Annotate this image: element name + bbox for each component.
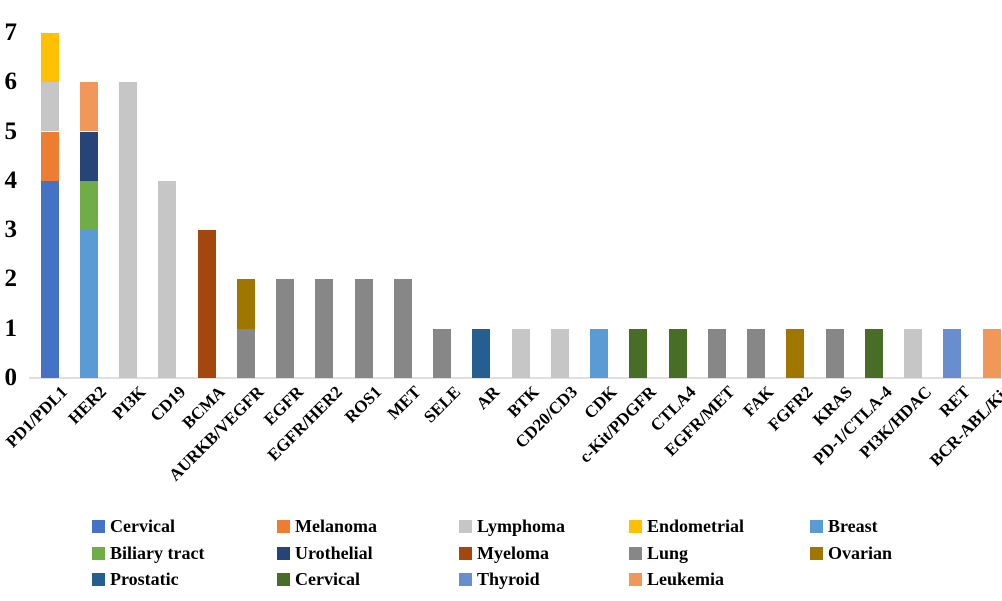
bar-segment bbox=[904, 328, 922, 378]
legend-item: Biliary tract bbox=[92, 543, 204, 563]
legend-color-swatch-icon bbox=[92, 519, 105, 533]
bar-segment bbox=[825, 328, 844, 378]
bar-segment bbox=[40, 32, 59, 83]
legend-color-swatch-icon bbox=[810, 546, 823, 560]
y-axis-tick-label: 2 bbox=[4, 265, 18, 293]
bar-segment bbox=[79, 230, 98, 378]
bar-segment bbox=[354, 279, 373, 378]
bar-segment bbox=[864, 328, 883, 378]
legend-label: Lymphoma bbox=[477, 516, 566, 536]
y-axis-tick-label: 4 bbox=[4, 166, 18, 194]
legend-label: Melanoma bbox=[295, 516, 377, 536]
legend-color-swatch-icon bbox=[810, 519, 823, 533]
bar-segment bbox=[943, 328, 962, 378]
legend-item: Prostatic bbox=[92, 569, 179, 589]
y-axis-tick-label: 7 bbox=[4, 18, 18, 46]
legend-item: Ovarian bbox=[810, 543, 892, 563]
legend-color-swatch-icon bbox=[629, 519, 642, 533]
bar-segment bbox=[236, 328, 255, 378]
legend-item: Breast bbox=[810, 516, 878, 536]
bar-segment bbox=[197, 230, 216, 378]
bar-segment bbox=[433, 328, 451, 378]
bar-segment bbox=[590, 328, 608, 378]
bar-segment bbox=[747, 328, 765, 378]
bar-segment bbox=[786, 328, 805, 378]
legend-label: Cervical bbox=[110, 516, 175, 536]
legend-label: Breast bbox=[828, 516, 878, 536]
legend-item: Urothelial bbox=[277, 543, 373, 563]
legend-color-swatch-icon bbox=[459, 572, 472, 586]
bar-segment bbox=[472, 328, 491, 378]
legend-label: Urothelial bbox=[295, 543, 373, 563]
x-axis-category-label: PI3K bbox=[108, 382, 150, 424]
bar-segment bbox=[79, 82, 98, 132]
legend-label: Thyroid bbox=[477, 569, 540, 589]
x-axis-category-label: PD1/PDL1 bbox=[2, 382, 72, 452]
legend-color-swatch-icon bbox=[92, 572, 105, 586]
legend-label: Lung bbox=[647, 543, 689, 563]
legend-label: Cervical bbox=[295, 569, 360, 589]
legend-color-swatch-icon bbox=[629, 572, 642, 586]
legend-color-swatch-icon bbox=[277, 519, 290, 533]
bar-segment bbox=[668, 328, 687, 378]
bar-segment bbox=[550, 328, 569, 378]
legend-color-swatch-icon bbox=[277, 546, 290, 560]
bar-segment bbox=[40, 82, 59, 132]
bar-segment bbox=[79, 131, 98, 181]
legend-color-swatch-icon bbox=[459, 546, 472, 560]
legend-color-swatch-icon bbox=[459, 519, 472, 533]
legend-item: Endometrial bbox=[629, 516, 744, 536]
y-axis-tick-label: 0 bbox=[4, 364, 18, 391]
legend-item: Leukemia bbox=[629, 569, 724, 589]
x-axis-category-label: SELE bbox=[419, 382, 464, 427]
y-axis-tick-label: 1 bbox=[4, 314, 18, 342]
legend-color-swatch-icon bbox=[277, 572, 290, 586]
legend-item: Cervical bbox=[92, 516, 175, 536]
legend-color-swatch-icon bbox=[629, 546, 642, 560]
bar-segment bbox=[40, 131, 59, 181]
bar-segment bbox=[511, 328, 530, 378]
legend-item: Lymphoma bbox=[459, 516, 565, 536]
bar-segment bbox=[158, 180, 177, 378]
legend-item: Lung bbox=[629, 543, 688, 563]
bar-segment bbox=[236, 279, 255, 329]
x-axis-category-label: AR bbox=[472, 382, 503, 414]
legend-label: Biliary tract bbox=[110, 543, 205, 563]
legend-item: Cervical bbox=[277, 569, 360, 589]
legend-label: Endometrial bbox=[647, 516, 744, 536]
bar-segment bbox=[315, 279, 334, 378]
legend-item: Thyroid bbox=[459, 569, 540, 589]
y-axis-tick-label: 6 bbox=[4, 68, 18, 96]
bar-segment bbox=[119, 82, 137, 378]
y-axis-tick-label: 3 bbox=[4, 216, 18, 244]
legend-label: Ovarian bbox=[828, 543, 893, 563]
bar-segment bbox=[276, 279, 294, 378]
bar-segment bbox=[393, 279, 412, 378]
x-axis-category-label: HER2 bbox=[64, 382, 111, 428]
legend-label: Myeloma bbox=[477, 543, 549, 563]
x-axis-category-label: ROS1 bbox=[341, 382, 386, 427]
legend-item: Myeloma bbox=[459, 543, 549, 563]
bar-segment bbox=[707, 328, 726, 378]
legend-color-swatch-icon bbox=[92, 546, 105, 560]
x-axis-category-label: MET bbox=[383, 382, 425, 424]
x-axis-line bbox=[29, 377, 1002, 379]
legend-label: Leukemia bbox=[647, 569, 725, 589]
bar-segment bbox=[79, 180, 98, 231]
bar-segment bbox=[629, 328, 648, 378]
legend-item: Melanoma bbox=[277, 516, 377, 536]
y-axis-tick-label: 5 bbox=[4, 117, 18, 145]
legend-label: Prostatic bbox=[110, 569, 179, 589]
bar-segment bbox=[982, 328, 1001, 378]
bar-segment bbox=[40, 180, 59, 378]
